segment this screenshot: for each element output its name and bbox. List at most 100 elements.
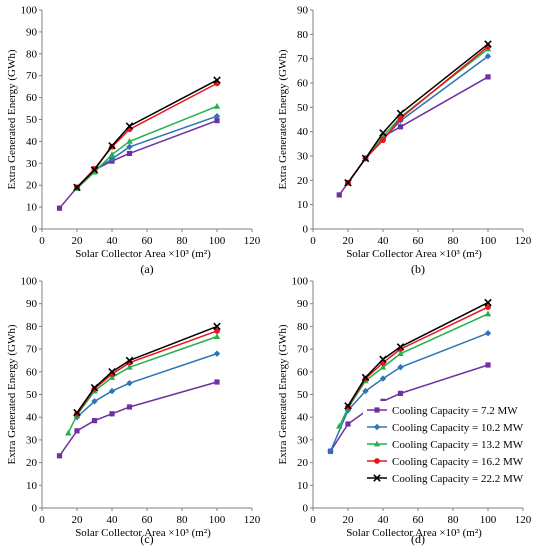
x-tick-label: 120 [244, 235, 261, 247]
data-point [484, 330, 492, 337]
y-tick-label: 30 [26, 434, 38, 446]
y-tick-label: 80 [297, 321, 309, 333]
series-line [76, 115, 218, 188]
x-tick-label: 60 [413, 235, 425, 247]
series-line [347, 306, 489, 408]
x-tick-label: 100 [209, 235, 226, 247]
panel-label: (d) [411, 532, 425, 546]
y-tick-label: 20 [297, 175, 309, 187]
data-point [484, 310, 492, 317]
y-tick-label: 70 [26, 70, 38, 82]
y-tick-label: 60 [26, 92, 38, 104]
series-1 [56, 117, 220, 211]
y-tick-label: 50 [297, 102, 309, 114]
data-point [484, 298, 492, 307]
x-axis-label: Solar Collector Area ×10³ (m²) [75, 527, 211, 539]
data-point [108, 151, 116, 157]
chart-panel-a: 0 10 20 30 40 50 60 70 80 90 100 0 20 40 60 80 100 120 Sol… [6, 5, 261, 277]
data-point [379, 355, 387, 364]
chart-panel-d: 0 10 20 30 40 50 60 70 80 90 100 0 20 40 60 80 100 120 Sol… [277, 276, 532, 547]
data-point [108, 155, 116, 163]
data-point [91, 398, 98, 405]
x-tick-label: 80 [177, 235, 189, 247]
series-line [338, 76, 489, 196]
legend-entry: Cooling Capacity = 22.2 MW [367, 473, 524, 485]
legend-label: Cooling Capacity = 7.2 MW [392, 405, 518, 417]
data-point [213, 113, 221, 120]
data-point [73, 408, 81, 417]
data-point [397, 364, 404, 371]
y-tick-label: 10 [297, 199, 309, 211]
series-line [329, 332, 489, 452]
y-tick-label: 30 [297, 434, 309, 446]
x-axis-label: Solar Collector Area ×10³ (m²) [346, 248, 482, 260]
panel-label: (c) [140, 532, 153, 546]
series-5 [73, 322, 221, 417]
data-point [344, 402, 352, 410]
y-tick-label: 0 [303, 503, 309, 515]
series-5 [73, 76, 221, 192]
data-point [126, 363, 133, 370]
x-tick-label: 120 [515, 514, 532, 526]
data-point [484, 40, 492, 48]
y-tick-label: 30 [297, 151, 309, 163]
data-point [73, 183, 81, 192]
data-point [336, 422, 343, 429]
data-point [397, 115, 404, 122]
x-tick-label: 100 [209, 514, 226, 526]
x-tick-label: 0 [39, 514, 45, 526]
data-point [345, 404, 351, 410]
panel-label: (a) [140, 262, 153, 276]
data-point [126, 150, 133, 157]
data-point [379, 129, 387, 137]
legend-box [363, 401, 531, 489]
y-tick-label: 80 [297, 29, 309, 41]
data-point [213, 102, 221, 109]
data-point [109, 411, 115, 417]
data-point [126, 404, 133, 410]
x-tick-label: 120 [244, 514, 261, 526]
data-point [397, 350, 404, 357]
x-axis-label: Solar Collector Area ×10³ (m²) [75, 248, 211, 260]
y-tick-label: 40 [297, 412, 309, 424]
y-tick-label: 100 [21, 276, 38, 288]
legend-marker [374, 407, 380, 413]
y-tick-label: 20 [26, 457, 38, 469]
series-2 [73, 350, 221, 421]
data-point [344, 179, 352, 187]
series-line [347, 301, 489, 407]
series-5 [344, 40, 492, 187]
x-tick-label: 80 [448, 235, 460, 247]
y-tick-label: 70 [297, 53, 309, 65]
y-tick-label: 50 [26, 389, 38, 401]
data-point [91, 418, 98, 424]
series-5 [344, 298, 492, 410]
x-tick-label: 20 [72, 235, 84, 247]
data-point [380, 137, 386, 144]
data-point [56, 453, 63, 459]
y-tick-label: 90 [26, 298, 38, 310]
x-tick-label: 20 [343, 235, 355, 247]
y-tick-label: 50 [26, 114, 38, 126]
data-point [74, 410, 80, 417]
x-tick-label: 0 [310, 235, 316, 247]
data-point [327, 448, 334, 455]
legend-marker [373, 423, 381, 431]
data-point [214, 117, 220, 124]
x-tick-label: 40 [107, 514, 119, 526]
data-point [336, 192, 342, 198]
chart-panel-c: 0 10 20 30 40 50 60 70 80 90 100 0 20 40 60 80 100 120 Sol… [6, 276, 261, 547]
y-tick-label: 80 [26, 48, 38, 60]
data-point [56, 205, 63, 211]
y-tick-label: 70 [297, 344, 309, 356]
data-point [108, 374, 116, 380]
data-point [74, 428, 80, 434]
legend-label: Cooling Capacity = 22.2 MW [392, 473, 524, 485]
y-tick-label: 60 [26, 366, 38, 378]
y-tick-label: 80 [26, 321, 38, 333]
series-3 [65, 333, 221, 436]
data-point [485, 304, 491, 311]
y-tick-label: 50 [297, 389, 309, 401]
data-point [214, 379, 220, 385]
data-point [213, 76, 221, 84]
